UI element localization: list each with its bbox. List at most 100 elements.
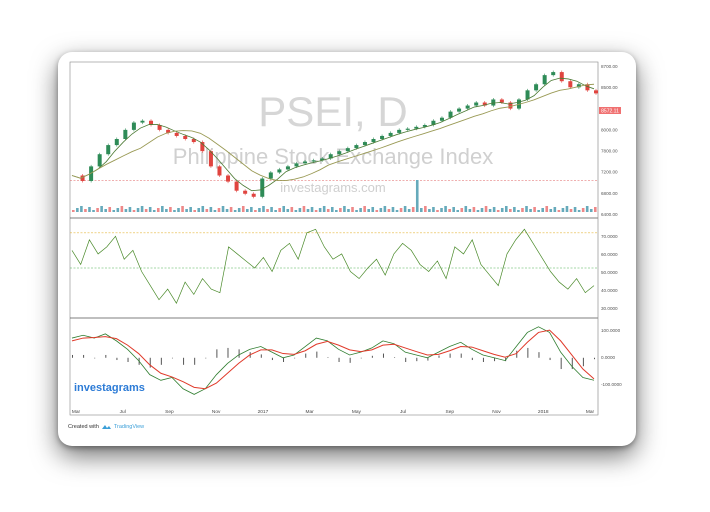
volume-bar [136,208,140,212]
x-tick-label: Mar [306,409,315,415]
x-tick-label: Sep [446,409,455,415]
volume-bar [217,208,221,212]
macd-line [71,326,595,395]
volume-bar [92,210,95,212]
volume-bar [266,209,269,212]
candle-body [422,125,427,127]
volume-bar [221,206,225,212]
watermark-site: investagrams.com [280,180,385,195]
volume-bar [415,180,419,212]
candle-body [439,117,444,121]
volume-bar [541,208,544,212]
candle-body [208,151,213,167]
volume-bar [270,207,273,212]
candle-body [157,125,162,130]
x-tick-label: Mar [586,409,595,415]
volume-bar [104,209,107,212]
volume-bar [302,206,306,212]
volume-bar [513,207,516,212]
volume-bar [116,208,120,212]
volume-bar [343,206,346,212]
volume-bar [314,210,318,212]
volume-bar [165,209,168,212]
volume-bar [339,208,342,212]
candle-body [123,129,128,139]
volume-bar [387,209,391,212]
macd-tick-label: 100.0000 [601,328,621,333]
volume-bar [557,210,561,212]
macd-histogram-bar [494,357,496,362]
candle-body [320,158,325,161]
volume-bar [282,206,286,212]
moving-average-short [71,77,595,192]
macd-histogram-bar [360,357,362,359]
macd-histogram-bar [227,347,229,358]
rsi-line [71,228,595,304]
volume-bar [326,209,330,212]
volume-bar [573,207,577,212]
platform-link[interactable]: TradingView [113,424,145,430]
candle-body [388,132,393,136]
macd-histogram-bar [294,357,296,359]
volume-bar [492,207,496,212]
price-tick-label: 6800.00 [601,191,618,196]
candle-body [200,142,205,152]
candle-body [80,175,85,181]
volume-bar [424,206,427,212]
volume-bar [464,206,468,212]
candle-body [542,75,547,85]
volume-bar [213,210,217,212]
volume-bar [330,207,334,212]
rsi-panel [70,228,598,304]
macd-histogram-bar [116,357,118,361]
volume-bar [298,208,302,212]
candle-body [576,84,581,88]
volume-bar [193,210,196,212]
x-tick-label: Nov [492,409,501,415]
volume-bar [189,207,192,212]
price-tick-label: 8700.00 [601,64,618,69]
volume-bar [371,207,375,212]
volume-bar [84,209,87,212]
macd-histogram-bar [205,357,207,359]
macd-histogram-bar [183,357,185,365]
candle-body [251,193,256,197]
signal-line [71,329,595,390]
plot-frame [69,61,599,416]
volume-bar [440,208,443,212]
candle-body [405,128,410,130]
macd-histogram-bar [260,354,262,358]
volume-bar [290,207,294,212]
volume-bar [197,208,201,212]
volume-bar [399,208,403,212]
volume-bar [525,206,528,212]
moving-average-long [71,83,595,182]
candle-body [508,102,513,109]
volume-bar [88,207,91,212]
volume-bar [359,208,362,212]
candle-body [568,81,573,88]
volume-bar [484,206,488,212]
volume-bar [310,207,314,212]
volume-bar [379,208,383,212]
macd-histogram-bar [72,354,73,358]
macd-histogram-bar [83,354,85,358]
candle-body [414,126,419,129]
volume-bar [286,209,290,212]
candle-body [525,90,530,100]
rsi-tick-label: 60.0000 [601,252,618,257]
candle-body [149,120,154,126]
candle-body [585,84,590,91]
macd-tick-label: -100.0000 [601,382,622,387]
candle-body [448,111,453,118]
candle-body [397,129,402,133]
volume-bar [201,206,205,212]
volume-bar [351,207,354,212]
volume-bar [181,206,184,212]
x-tick-label: 2017 [258,409,269,415]
price-tick-label: 8000.00 [601,127,618,132]
candle-body [89,166,94,181]
candle-body [345,148,350,152]
volume-bar [120,206,124,212]
